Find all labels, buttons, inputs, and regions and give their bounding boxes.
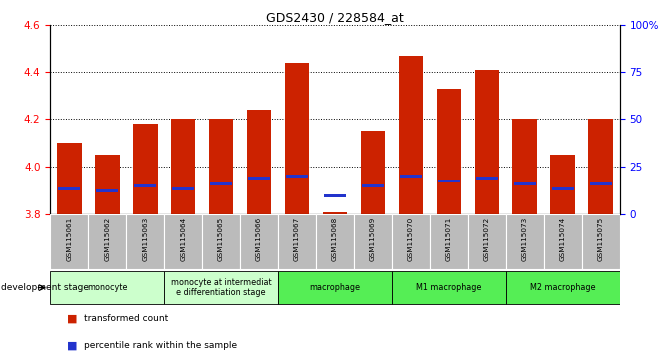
- Text: GSM115068: GSM115068: [332, 217, 338, 261]
- Bar: [468, 214, 506, 269]
- Bar: [96, 189, 119, 192]
- Bar: [544, 214, 582, 269]
- Bar: [164, 214, 202, 269]
- Text: development stage: development stage: [1, 283, 89, 292]
- Bar: [323, 212, 347, 214]
- Text: GSM115072: GSM115072: [484, 217, 490, 261]
- Bar: [392, 214, 430, 269]
- Bar: [278, 214, 316, 269]
- Bar: [551, 187, 574, 189]
- Bar: [437, 89, 461, 214]
- Text: GSM115070: GSM115070: [408, 217, 414, 261]
- Text: monocyte at intermediat
e differentiation stage: monocyte at intermediat e differentiatio…: [171, 278, 271, 297]
- Bar: [354, 214, 392, 269]
- Bar: [50, 271, 164, 304]
- Text: GSM115075: GSM115075: [598, 217, 604, 261]
- Bar: [57, 143, 82, 214]
- Text: M2 macrophage: M2 macrophage: [530, 283, 596, 292]
- Bar: [360, 131, 385, 214]
- Text: GSM115063: GSM115063: [142, 217, 148, 261]
- Bar: [285, 63, 310, 214]
- Title: GDS2430 / 228584_at: GDS2430 / 228584_at: [266, 11, 404, 24]
- Text: GSM115073: GSM115073: [522, 217, 528, 261]
- Bar: [476, 177, 498, 180]
- Bar: [588, 119, 613, 214]
- Bar: [316, 214, 354, 269]
- Bar: [133, 124, 157, 214]
- Bar: [240, 214, 278, 269]
- Text: percentile rank within the sample: percentile rank within the sample: [84, 341, 237, 350]
- Text: M1 macrophage: M1 macrophage: [416, 283, 482, 292]
- Text: GSM115064: GSM115064: [180, 217, 186, 261]
- Bar: [278, 271, 392, 304]
- Text: transformed count: transformed count: [84, 314, 168, 323]
- Bar: [209, 119, 233, 214]
- Bar: [58, 187, 80, 189]
- Bar: [399, 56, 423, 214]
- Text: GSM115065: GSM115065: [218, 217, 224, 261]
- Bar: [474, 70, 499, 214]
- Text: GSM115071: GSM115071: [446, 217, 452, 261]
- Bar: [438, 179, 460, 182]
- Text: GSM115066: GSM115066: [256, 217, 262, 261]
- Bar: [514, 182, 536, 185]
- Bar: [126, 214, 164, 269]
- Text: GSM115062: GSM115062: [105, 217, 110, 261]
- Bar: [590, 182, 612, 185]
- Bar: [400, 175, 422, 178]
- Bar: [506, 271, 620, 304]
- Bar: [164, 271, 278, 304]
- Bar: [202, 214, 240, 269]
- Bar: [582, 214, 620, 269]
- Text: ■: ■: [67, 314, 78, 324]
- Bar: [248, 177, 270, 180]
- Text: monocyte: monocyte: [87, 283, 127, 292]
- Bar: [324, 194, 346, 197]
- Bar: [247, 110, 271, 214]
- Bar: [50, 214, 88, 269]
- Bar: [506, 214, 544, 269]
- Bar: [392, 271, 506, 304]
- Text: GSM115074: GSM115074: [560, 217, 565, 261]
- Text: ■: ■: [67, 340, 78, 350]
- Bar: [210, 182, 232, 185]
- Bar: [134, 184, 156, 187]
- Bar: [95, 155, 119, 214]
- Bar: [551, 155, 575, 214]
- Bar: [88, 214, 126, 269]
- Text: GSM115067: GSM115067: [294, 217, 300, 261]
- Bar: [171, 119, 196, 214]
- Bar: [172, 187, 194, 189]
- Bar: [286, 175, 308, 178]
- Bar: [430, 214, 468, 269]
- Text: macrophage: macrophage: [310, 283, 360, 292]
- Text: GSM115069: GSM115069: [370, 217, 376, 261]
- Text: GSM115061: GSM115061: [66, 217, 72, 261]
- Bar: [362, 184, 384, 187]
- Bar: [513, 119, 537, 214]
